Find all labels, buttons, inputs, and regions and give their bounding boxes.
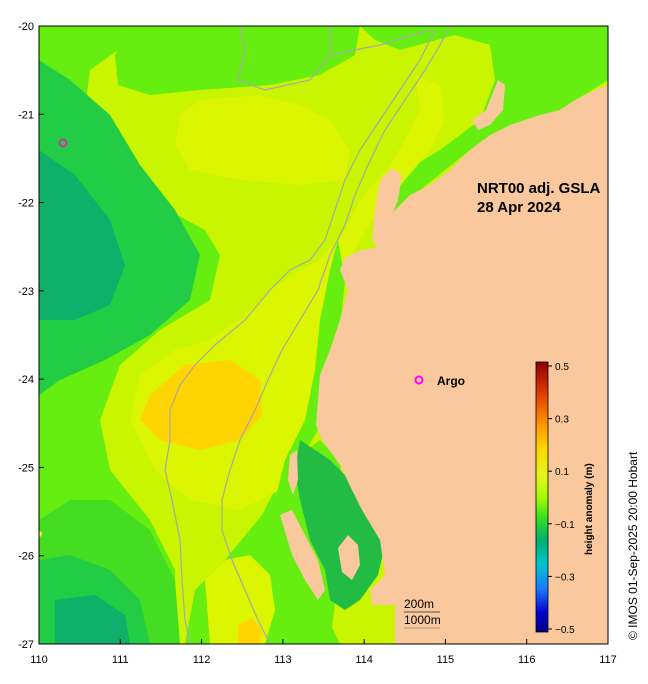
anomaly-core-teal-west (39, 150, 125, 320)
anomaly-core-orange-south (238, 618, 262, 644)
copyright-text: © IMOS 01-Sep-2025 20:00 Hobart (626, 451, 640, 640)
lat-tick-label: -24 (18, 374, 34, 386)
colorbar-tick-label: −0.1 (555, 520, 575, 531)
colorbar-title: height anomaly (m) (584, 463, 595, 555)
anomaly-core-teal-sw (55, 595, 130, 644)
map-title-line1: NRT00 adj. GSLA (477, 180, 601, 197)
colorbar-tick-label: −0.3 (555, 572, 575, 583)
lat-tick-label: -27 (18, 639, 34, 651)
longitude-axis: 110 111 112 113 114 115 116 117 (30, 639, 617, 666)
lon-tick-label: 111 (112, 654, 129, 666)
isobath-200m (164, 26, 436, 644)
argo-label: Argo (437, 374, 465, 388)
isobath-contours (164, 26, 451, 644)
colorbar-tick-label: −0.5 (555, 625, 575, 636)
lat-tick-label: -26 (18, 551, 34, 563)
data-point-marker-west (39, 531, 42, 537)
latitude-axis: -20 -21 -22 -23 -24 -25 -26 -27 (18, 21, 44, 651)
isobath-1000m (221, 26, 451, 644)
lat-tick-label: -20 (18, 21, 34, 33)
lon-tick-label: 117 (599, 654, 617, 666)
anomaly-band-darkgreen-sharkbay (295, 440, 385, 610)
colorbar-tick-label: 0.5 (555, 362, 569, 373)
land-mass-australia (316, 85, 608, 644)
argo-float-marker[interactable] (414, 375, 424, 385)
colorbar-tick-label: 0.3 (555, 415, 569, 426)
anomaly-band-yellow-south (205, 555, 275, 644)
lon-tick-label: 112 (193, 654, 211, 666)
land-peron-peninsula (338, 535, 360, 580)
land-exmouth-peninsula (372, 168, 402, 246)
anomaly-band-green-coastal (270, 240, 345, 644)
lat-tick-label: -23 (18, 286, 34, 298)
lat-tick-label: -21 (18, 109, 34, 121)
lat-tick-label: -25 (18, 462, 34, 474)
colorbar-tick-label: 0.1 (555, 467, 569, 478)
colorbar: 0.5 0.3 0.1 −0.1 −0.3 −0.5 height anomaly (m) (535, 361, 595, 636)
map-title-line2: 28 Apr 2024 (477, 199, 561, 216)
contour-legend-200m: 200m (404, 597, 434, 611)
colorbar-ticks: 0.5 0.3 0.1 −0.1 −0.3 −0.5 (548, 362, 575, 636)
land-pilbara-islands (472, 80, 505, 130)
anomaly-band-green-top (115, 26, 360, 95)
anomaly-band-yellowgreen-north (175, 95, 350, 185)
land-dirk-hartog-island (280, 510, 325, 600)
map-frame (38, 25, 609, 645)
argo-float-marker-nw[interactable] (58, 138, 68, 148)
lat-tick-label: -22 (18, 198, 34, 210)
lon-tick-label: 113 (274, 654, 292, 666)
lon-tick-label: 114 (355, 654, 373, 666)
contour-legend-1000m: 1000m (404, 613, 441, 627)
map-panel (39, 26, 608, 644)
colorbar-gradient (535, 361, 549, 633)
lon-tick-label: 116 (518, 654, 536, 666)
lon-tick-label: 115 (437, 654, 455, 666)
lon-tick-label: 110 (30, 654, 48, 666)
land-bernier-island (288, 450, 298, 495)
